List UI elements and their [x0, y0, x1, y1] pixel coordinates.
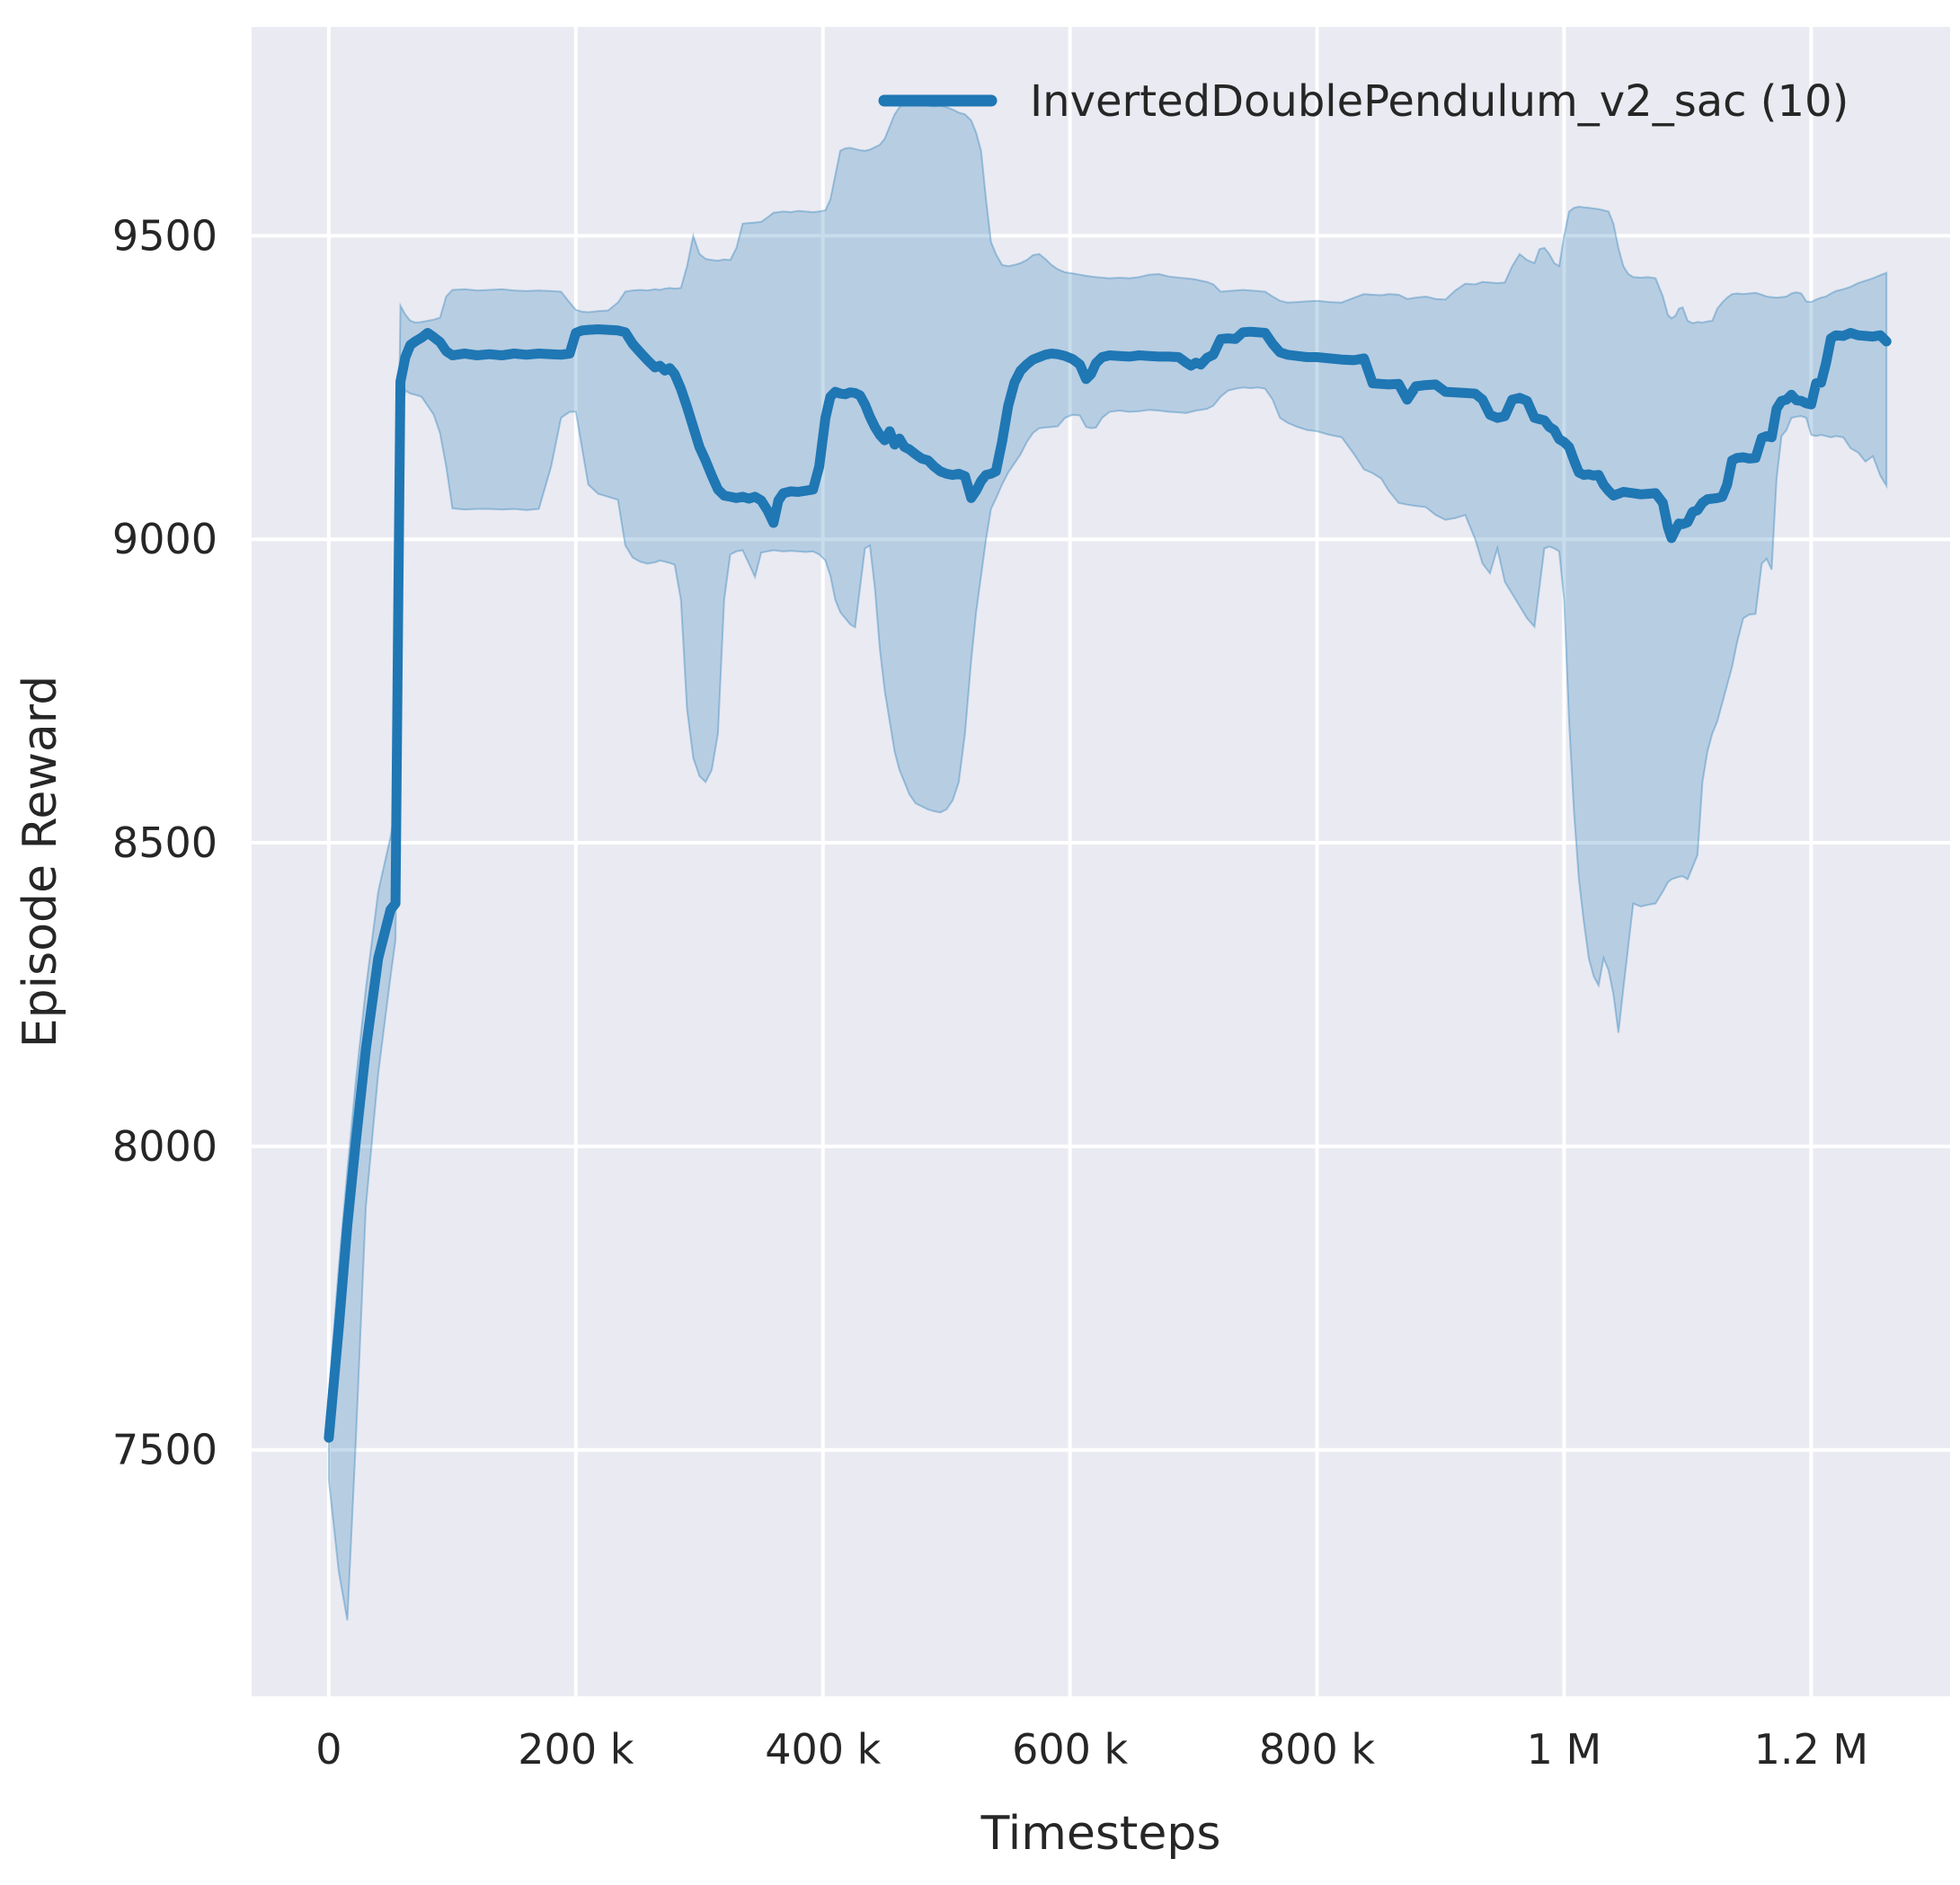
- legend-series-label: InvertedDoublePendulum_v2_sac (10): [1030, 76, 1849, 127]
- y-tick-label: 8500: [112, 819, 217, 867]
- y-tick-label: 8000: [112, 1122, 217, 1171]
- x-tick-label: 400 k: [765, 1725, 881, 1774]
- x-axis-label: Timesteps: [980, 1807, 1221, 1861]
- y-tick-label: 9500: [112, 211, 217, 260]
- legend: InvertedDoublePendulum_v2_sac (10): [878, 76, 1849, 127]
- x-tick-label: 600 k: [1012, 1725, 1128, 1774]
- x-tick-label: 1.2 M: [1754, 1725, 1868, 1774]
- x-tick-label: 800 k: [1259, 1725, 1375, 1774]
- plot-area: [252, 27, 1950, 1696]
- x-tick-label: 0: [315, 1725, 341, 1774]
- y-tick-labels: 7500 8000 8500 9000 9500: [112, 211, 217, 1473]
- y-axis-label: Episode Reward: [13, 676, 67, 1048]
- x-tick-labels: 0 200 k 400 k 600 k 800 k 1 M 1.2 M: [315, 1725, 1868, 1774]
- mean-reward-line: [324, 324, 1892, 1443]
- x-tick-label: 1 M: [1527, 1725, 1602, 1774]
- y-tick-label: 9000: [112, 515, 217, 563]
- x-tick-label: 200 k: [518, 1725, 634, 1774]
- y-tick-label: 7500: [112, 1426, 217, 1474]
